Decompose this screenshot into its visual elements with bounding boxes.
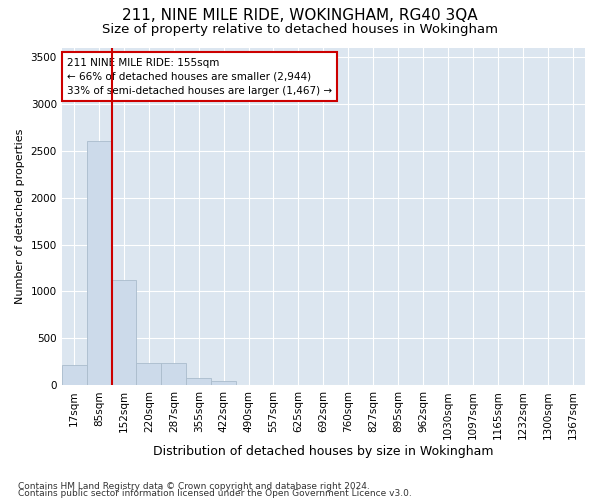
Bar	[86, 142, 112, 386]
Text: Contains public sector information licensed under the Open Government Licence v3: Contains public sector information licen…	[18, 489, 412, 498]
Text: 211, NINE MILE RIDE, WOKINGHAM, RG40 3QA: 211, NINE MILE RIDE, WOKINGHAM, RG40 3QA	[122, 8, 478, 22]
Text: Size of property relative to detached houses in Wokingham: Size of property relative to detached ho…	[102, 22, 498, 36]
Bar	[211, 381, 236, 386]
X-axis label: Distribution of detached houses by size in Wokingham: Distribution of detached houses by size …	[153, 444, 494, 458]
Text: 211 NINE MILE RIDE: 155sqm
← 66% of detached houses are smaller (2,944)
33% of s: 211 NINE MILE RIDE: 155sqm ← 66% of deta…	[67, 58, 332, 96]
Bar	[161, 363, 186, 386]
Bar	[136, 363, 161, 386]
Bar	[186, 378, 211, 386]
Text: Contains HM Land Registry data © Crown copyright and database right 2024.: Contains HM Land Registry data © Crown c…	[18, 482, 370, 491]
Bar	[112, 280, 136, 386]
Bar	[62, 364, 86, 386]
Y-axis label: Number of detached properties: Number of detached properties	[15, 128, 25, 304]
